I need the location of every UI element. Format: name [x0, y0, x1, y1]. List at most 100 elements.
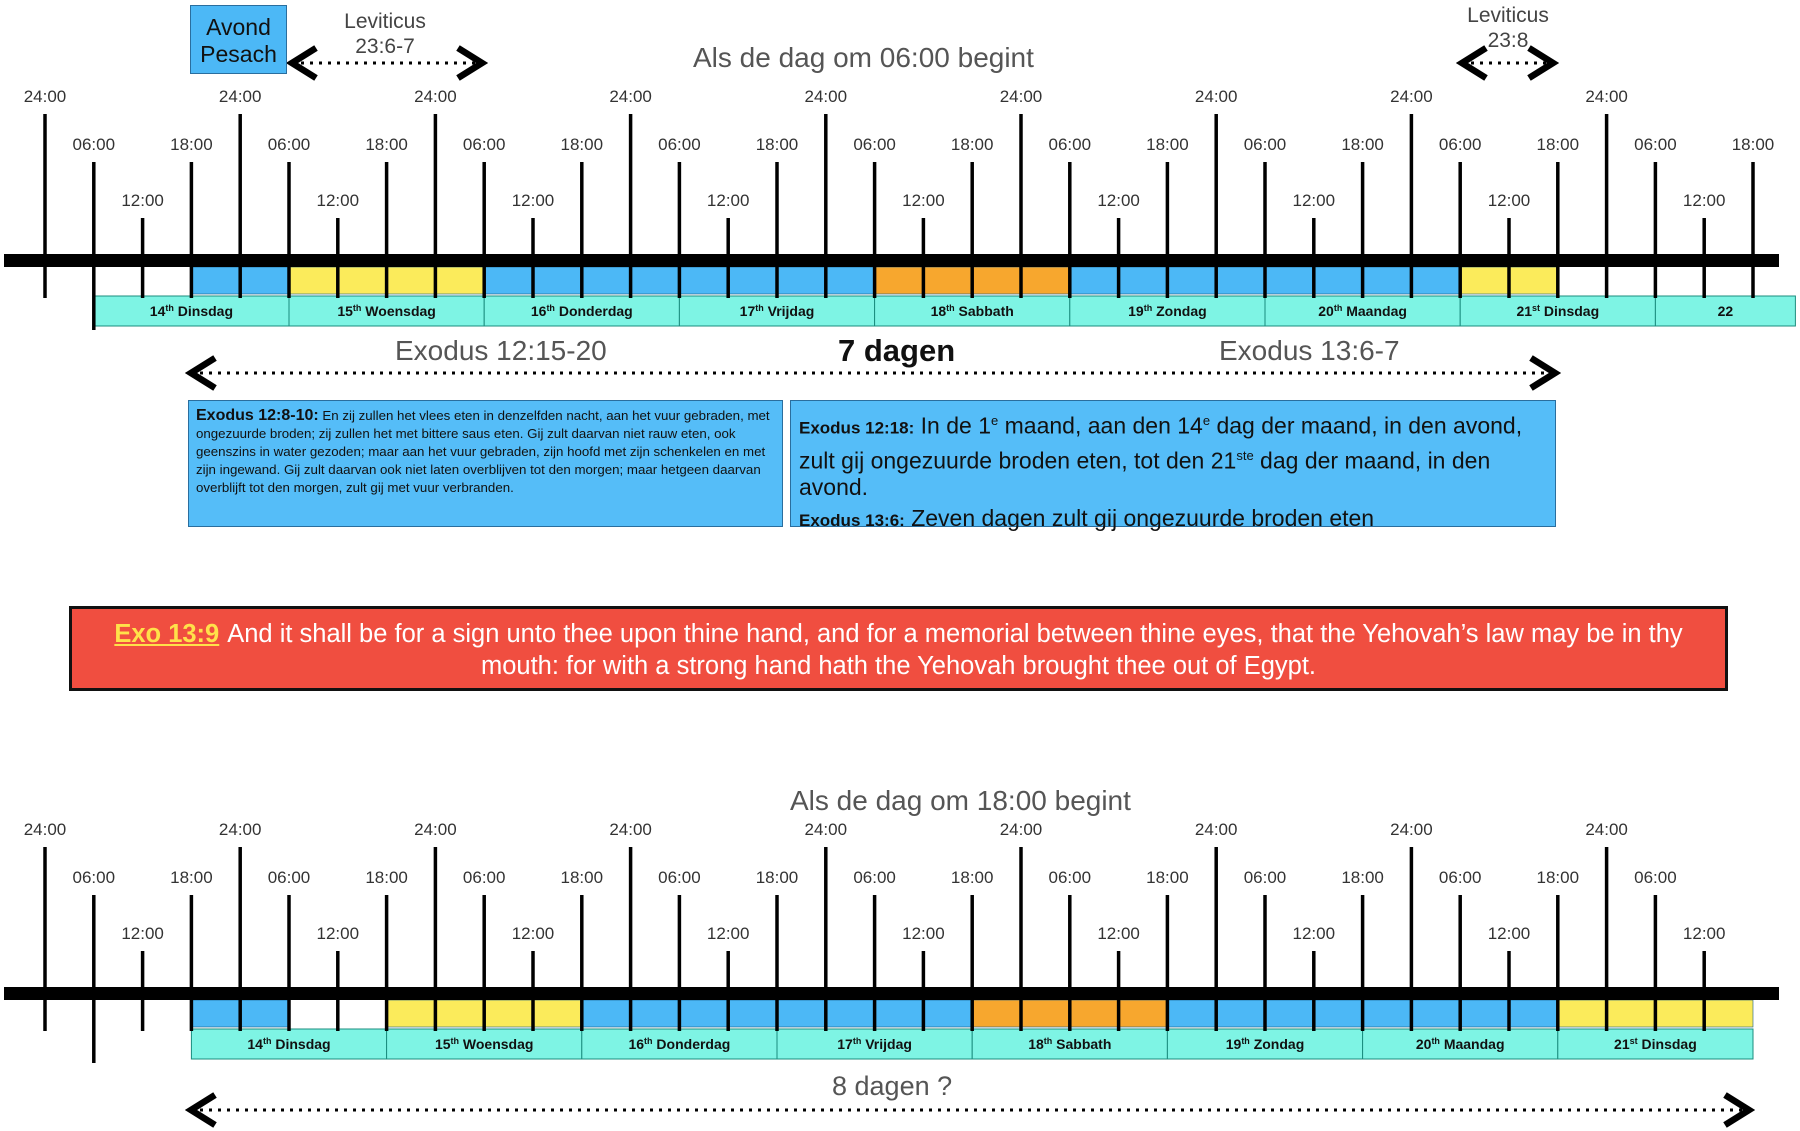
tick-label: 12:00 — [1488, 191, 1531, 210]
hour-cell — [289, 1000, 338, 1027]
hour-cell — [1557, 267, 1607, 294]
tick-label: 18:00 — [951, 868, 994, 887]
tick-label: 24:00 — [1000, 87, 1043, 106]
leviticus-left-book: Leviticus — [344, 10, 426, 33]
day-label: 14th Dinsdag — [247, 1036, 330, 1052]
hour-cell — [435, 266, 485, 295]
hour-cell — [386, 999, 436, 1028]
exodus-12-18-sup-2: e — [1202, 413, 1211, 428]
hour-cell — [727, 999, 778, 1028]
tick-label: 18:00 — [1146, 135, 1189, 154]
tick-label: 18:00 — [365, 135, 408, 154]
day-label: 19th Zondag — [1128, 303, 1207, 319]
hour-cell — [45, 267, 94, 294]
hour-cell — [191, 999, 241, 1028]
exodus-13-6-7-label: Exodus 13:6-7 — [1219, 335, 1400, 366]
day-label: 15th Woensdag — [435, 1036, 534, 1052]
day-label: 21st Dinsdag — [1614, 1036, 1697, 1052]
day-label: 17th Vrijdag — [740, 303, 815, 319]
hour-cell — [971, 999, 1022, 1028]
hour-cell — [923, 999, 973, 1028]
day-label: 18th Sabbath — [1028, 1036, 1111, 1052]
exodus-12-18-line: Exodus 12:18: In de 1e maand, aan den 14… — [799, 407, 1547, 501]
day-label: 14th Dinsdag — [150, 303, 233, 319]
tick-label: 12:00 — [1293, 924, 1336, 943]
tick-label: 06:00 — [73, 135, 116, 154]
day-label: 19th Zondag — [1226, 1036, 1305, 1052]
tick-label: 24:00 — [1390, 820, 1433, 839]
tick-label: 12:00 — [707, 191, 750, 210]
tick-label: 06:00 — [1634, 135, 1677, 154]
tick-label: 06:00 — [1439, 135, 1482, 154]
hour-cell — [1411, 999, 1461, 1028]
avond-pesach-box: Avond Pesach — [190, 5, 287, 74]
hour-cell — [776, 999, 827, 1028]
hour-cell — [679, 999, 729, 1028]
tick-label: 12:00 — [902, 191, 945, 210]
day-label: 16th Donderdag — [531, 303, 633, 319]
hour-cell — [1704, 267, 1753, 294]
tick-label: 12:00 — [121, 191, 164, 210]
tick-label: 12:00 — [512, 924, 555, 943]
tick-label: 06:00 — [1439, 868, 1482, 887]
range-arrows — [191, 63, 1749, 1110]
hour-cell — [874, 266, 924, 295]
exodus-13-6-line: Exodus 13:6: Zeven dagen zult gij ongezu… — [799, 505, 1547, 534]
tick-label: 24:00 — [1195, 87, 1238, 106]
tick-label: 06:00 — [1634, 868, 1677, 887]
hour-cell — [435, 999, 485, 1028]
day-box — [93, 295, 290, 327]
bottom-title: Als de dag om 18:00 begint — [790, 785, 1131, 816]
exodus-13-6-ref: Exodus 13:6: — [799, 511, 905, 531]
tick-label: 18:00 — [1341, 135, 1384, 154]
hour-cell — [1655, 999, 1705, 1028]
hour-cell — [1411, 266, 1461, 295]
time-axis — [4, 987, 1779, 1000]
hour-cell — [1118, 999, 1168, 1028]
day-label: 16th Donderdag — [628, 1036, 730, 1052]
tick-label: 06:00 — [268, 868, 311, 887]
tick-label: 18:00 — [170, 135, 213, 154]
hour-cell — [1606, 999, 1656, 1028]
hour-cell — [1753, 267, 1800, 294]
day-box — [1264, 295, 1461, 327]
hour-cell — [142, 267, 192, 294]
hour-cell — [727, 266, 778, 295]
tick-label: 18:00 — [365, 868, 408, 887]
day-label: 15th Woensdag — [337, 303, 436, 319]
hour-cell — [337, 266, 387, 295]
tick-label: 18:00 — [756, 135, 799, 154]
exo-13-9-ref: Exo 13:9 — [114, 620, 220, 648]
tick-label: 18:00 — [951, 135, 994, 154]
tick-label: 06:00 — [1244, 135, 1287, 154]
tick-label: 06:00 — [268, 135, 311, 154]
day-label: 20th Maandag — [1318, 303, 1407, 319]
tick-label: 12:00 — [317, 191, 360, 210]
tick-label: 24:00 — [1000, 820, 1043, 839]
tick-label: 06:00 — [658, 868, 701, 887]
tick-label: 24:00 — [609, 820, 652, 839]
avond-pesach-line-1: Avond — [206, 14, 271, 40]
day-label: 21st Dinsdag — [1516, 303, 1599, 319]
avond-pesach-line-2: Pesach — [200, 41, 277, 67]
tick-label: 12:00 — [1683, 191, 1726, 210]
tick-label: 12:00 — [1683, 924, 1726, 943]
tick-label: 24:00 — [1195, 820, 1238, 839]
day-box — [1557, 1028, 1754, 1060]
hour-cell — [1069, 266, 1119, 295]
tick-label: 24:00 — [24, 87, 67, 106]
hour-cell — [1459, 266, 1510, 295]
hour-cell — [1215, 999, 1266, 1028]
tick-label: 18:00 — [1146, 868, 1189, 887]
exodus-12-8-10-note: Exodus 12:8-10: En zij zullen het vlees … — [188, 400, 783, 527]
tick-label: 12:00 — [512, 191, 555, 210]
hour-cell — [776, 266, 827, 295]
hour-cell — [1020, 266, 1071, 295]
hour-cell — [1703, 999, 1754, 1028]
leviticus-right-verse: 23:8 — [1487, 29, 1529, 52]
hour-cell — [1167, 266, 1217, 295]
hour-cell — [923, 266, 973, 295]
tick-label: 06:00 — [853, 868, 896, 887]
hour-cell — [581, 999, 631, 1028]
